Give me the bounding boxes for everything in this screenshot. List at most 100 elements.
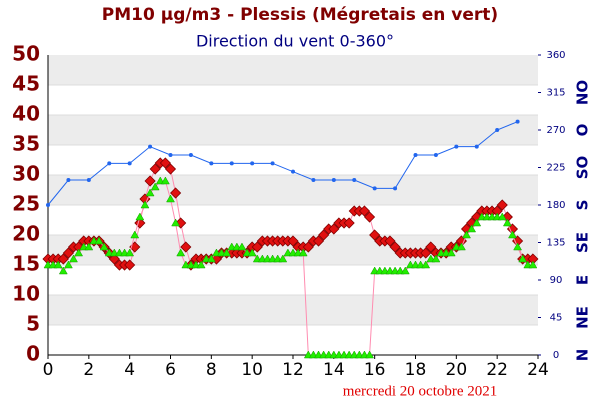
diamond-marker xyxy=(57,253,69,265)
chart-title: PM10 µg/m3 - Plessis (Mégretais en vert) xyxy=(102,5,498,25)
dot-marker xyxy=(372,186,377,191)
triangle-marker xyxy=(135,212,145,221)
triangle-marker xyxy=(472,218,482,227)
diamond-marker xyxy=(170,187,182,199)
diamond-marker xyxy=(358,205,371,217)
triangle-marker xyxy=(467,224,477,233)
triangle-marker xyxy=(53,260,63,269)
triangle-marker xyxy=(457,242,466,251)
diamond-marker xyxy=(343,217,355,229)
dot-marker xyxy=(454,144,459,149)
triangle-marker xyxy=(513,242,523,251)
dot-marker xyxy=(250,161,255,166)
triangle-marker xyxy=(84,242,94,251)
x-tick-label: 24 xyxy=(527,360,549,380)
triangle-marker xyxy=(298,248,308,257)
diamond-marker xyxy=(384,235,396,247)
y-tick-label: 45 xyxy=(12,72,40,96)
triangle-marker xyxy=(528,260,538,269)
x-tick-label: 8 xyxy=(206,360,217,380)
triangle-marker xyxy=(508,230,517,239)
y2-tick-label: 315 xyxy=(546,88,565,99)
triangle-marker xyxy=(125,248,135,257)
compass-label: E xyxy=(574,275,592,285)
triangle-marker xyxy=(58,266,68,275)
dot-marker xyxy=(515,119,520,124)
y2-tick-label: 360 xyxy=(546,50,565,61)
y2-tick-label: 135 xyxy=(546,238,565,249)
diamond-marker xyxy=(369,229,381,241)
diamond-marker xyxy=(124,259,136,271)
grid-band xyxy=(48,115,538,145)
triangle-marker xyxy=(196,260,206,269)
y-tick-label: 0 xyxy=(26,342,40,366)
triangle-marker xyxy=(237,242,247,251)
compass-label: NO xyxy=(574,80,592,105)
compass-label: S xyxy=(574,200,592,211)
dot-marker xyxy=(474,144,479,149)
triangle-marker xyxy=(99,242,109,251)
diamond-marker xyxy=(420,247,432,259)
grid-band xyxy=(48,55,538,85)
diamond-marker xyxy=(149,163,161,175)
grid-band xyxy=(48,295,538,325)
compass-label: N xyxy=(574,349,592,362)
dot-marker xyxy=(393,186,398,191)
diamond-marker xyxy=(159,157,171,169)
y-tick-label: 10 xyxy=(12,282,40,306)
y2-tick-label: 45 xyxy=(550,313,563,324)
y-tick-label: 40 xyxy=(12,102,40,126)
diamond-marker xyxy=(389,241,401,253)
dot-marker xyxy=(311,178,316,182)
dot-marker xyxy=(433,153,438,157)
x-tick-label: 2 xyxy=(83,360,94,380)
dot-marker xyxy=(127,161,132,166)
dot-marker xyxy=(229,161,234,166)
y-tick-label: 5 xyxy=(26,312,40,336)
triangle-marker xyxy=(171,218,181,227)
triangle-marker xyxy=(140,200,150,209)
y2-tick-label: 0 xyxy=(553,350,559,361)
x-tick-label: 18 xyxy=(405,360,427,380)
triangle-marker xyxy=(502,218,512,227)
diamond-marker xyxy=(302,241,314,253)
diamond-marker xyxy=(287,235,299,247)
dot-marker xyxy=(148,144,153,149)
x-tick-label: 6 xyxy=(165,360,176,380)
triangle-marker xyxy=(365,350,374,359)
triangle-marker xyxy=(431,254,441,263)
diamond-marker xyxy=(312,235,325,247)
compass-label: SE xyxy=(574,232,592,253)
dot-marker xyxy=(352,178,357,182)
y2-tick-label: 225 xyxy=(546,163,565,174)
triangle-marker xyxy=(518,254,528,263)
dot-marker xyxy=(495,128,500,132)
diamond-marker xyxy=(496,199,508,211)
x-tick-label: 4 xyxy=(124,360,135,380)
dot-marker xyxy=(86,178,91,182)
dot-marker xyxy=(209,161,214,166)
triangle-marker xyxy=(130,230,140,239)
triangle-marker xyxy=(145,188,155,197)
triangle-marker xyxy=(206,254,216,263)
y-tick-label: 15 xyxy=(12,252,40,276)
x-tick-label: 0 xyxy=(43,360,54,380)
x-tick-label: 12 xyxy=(282,360,304,380)
dot-marker xyxy=(107,161,112,166)
date-label: mercredi 20 octobre 2021 xyxy=(343,383,498,399)
dot-marker xyxy=(66,178,71,182)
diamond-marker xyxy=(62,247,74,259)
triangle-marker xyxy=(69,254,78,263)
grid-band xyxy=(48,175,538,205)
x-tick-label: 16 xyxy=(364,360,386,380)
x-tick-label: 20 xyxy=(446,360,468,380)
diamond-marker xyxy=(144,175,156,187)
triangle-marker xyxy=(497,212,507,221)
dot-marker xyxy=(46,203,50,207)
chart-subtitle: Direction du vent 0-360° xyxy=(196,32,394,51)
diamond-marker xyxy=(164,163,177,175)
compass-label: NE xyxy=(574,306,592,329)
dot-marker xyxy=(413,153,418,157)
triangle-marker xyxy=(446,248,456,257)
